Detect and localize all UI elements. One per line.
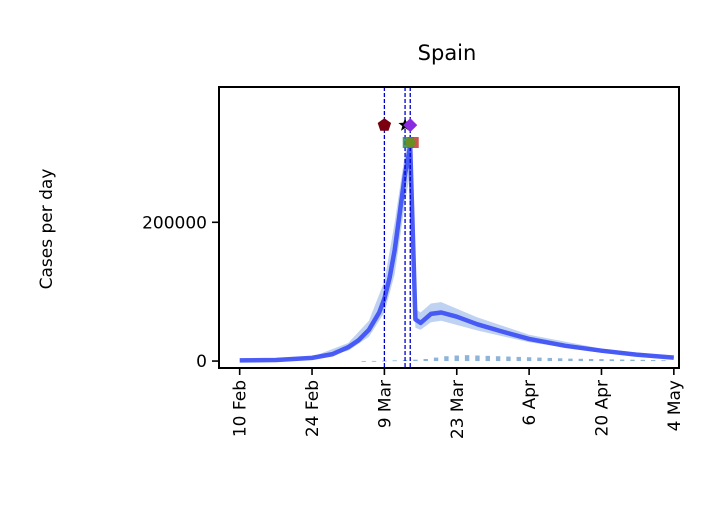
observed-bar [506,356,511,362]
observed-bar [578,358,583,362]
observed-bar [630,359,635,362]
observed-bar [609,359,615,362]
x-tick-label: 10 Feb [231,380,251,437]
x-tick-label: 4 May [665,380,685,431]
observed-bar [599,359,604,362]
intervention-marker [405,137,416,148]
model-line [239,143,674,363]
observed-bar [557,358,563,362]
x-tick-label: 23 Mar [448,380,468,439]
y-tick-label: 0 [196,352,207,372]
x-axis: 10 Feb 24 Feb 9 Mar 23 Mar 6 Apr 20 Apr 4 May [231,368,685,439]
intervention-marker [377,118,392,131]
observed-bar [464,355,470,362]
chart-title: Spain [418,41,477,65]
observed-bar [485,355,490,362]
observed-bar [454,355,459,362]
x-tick-label: 9 Mar [375,380,395,428]
x-tick-label: 20 Apr [592,380,612,436]
observed-bar [619,359,625,362]
x-tick-label: 24 Feb [303,380,323,437]
uncertainty-band [239,132,674,361]
observed-bar [433,357,439,362]
observed-bar [475,355,480,362]
observed-bar [526,357,532,362]
observed-bar [382,360,387,362]
plot-area [239,87,674,368]
y-axis: 0 200000 [142,213,219,372]
y-tick-label: 200000 [142,213,207,233]
observed-bar [361,360,366,362]
y-axis-label: Cases per day [37,169,57,290]
observed-bar [444,356,449,362]
observed-bar [588,358,594,362]
observed-bar [640,359,646,362]
observed-bar [547,357,552,362]
observed-bar [650,360,656,362]
observed-bar [661,360,666,362]
intervention-marker [403,118,418,133]
observed-bar [537,357,542,362]
observed-bar [392,360,397,362]
observed-bar [371,360,377,362]
observed-bar [516,356,521,362]
observed-bar [495,356,501,362]
observed-bar [413,359,418,362]
x-tick-label: 6 Apr [520,380,540,426]
observed-bar [423,358,428,362]
observed-bar [568,358,573,362]
axes-frame [218,86,680,369]
